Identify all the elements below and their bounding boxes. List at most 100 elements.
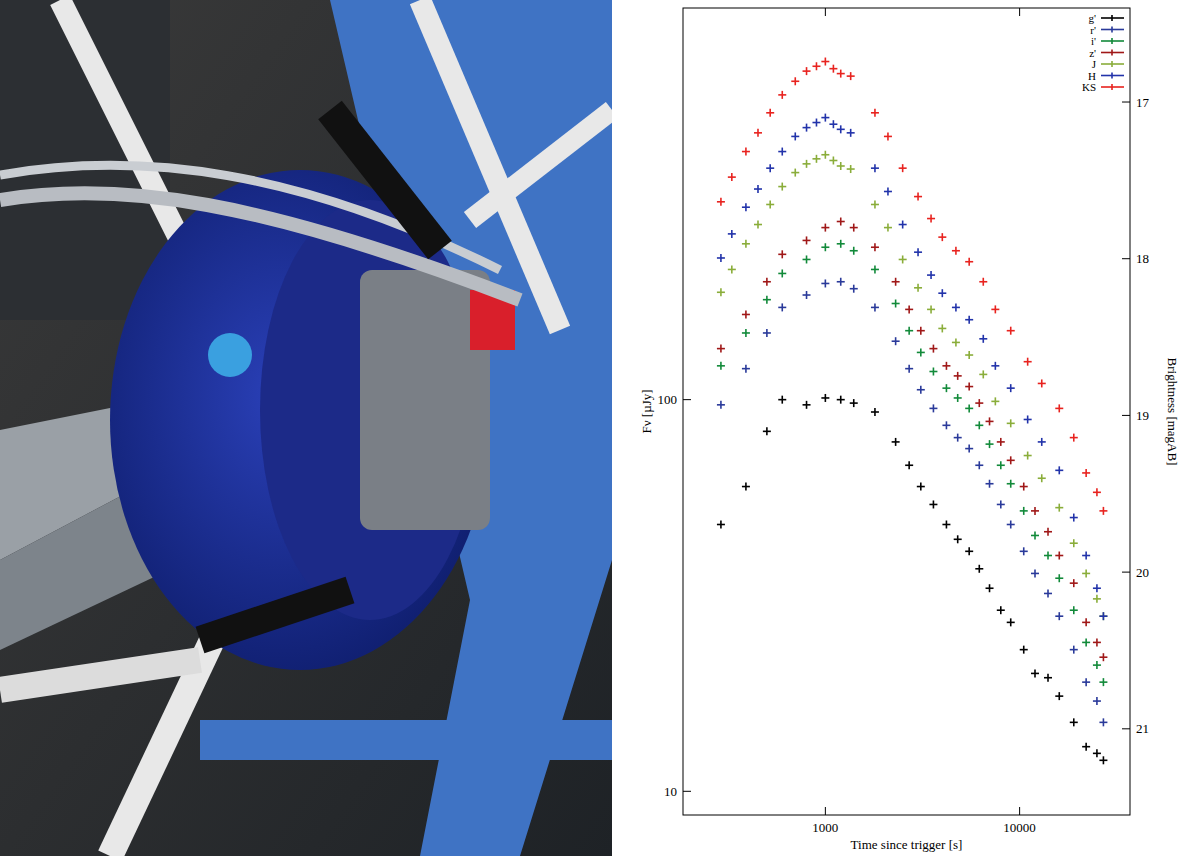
legend-line	[1101, 17, 1124, 19]
marker-part	[778, 254, 786, 256]
data-point	[829, 156, 837, 164]
data-point	[997, 500, 1005, 508]
data-point	[975, 399, 983, 407]
marker-part	[803, 70, 811, 72]
data-point	[954, 394, 962, 402]
data-point	[1099, 507, 1107, 515]
data-point	[821, 224, 829, 232]
marker-part	[946, 521, 948, 529]
marker-part	[905, 330, 913, 332]
marker-part	[821, 61, 829, 63]
data-point	[1044, 589, 1052, 597]
data-point	[965, 316, 973, 324]
marker-part	[1044, 531, 1052, 533]
marker-part	[952, 342, 960, 344]
data-point	[1055, 404, 1063, 412]
marker-part	[991, 365, 999, 367]
marker-part	[887, 132, 889, 140]
marker-part	[1070, 609, 1078, 611]
data-point	[1099, 718, 1107, 726]
marker-part	[794, 169, 796, 177]
marker-part	[1073, 579, 1075, 587]
data-point	[929, 345, 937, 353]
marker-part	[997, 441, 1005, 443]
marker-part	[1099, 615, 1107, 617]
data-point	[986, 584, 994, 592]
marker-part	[720, 198, 722, 206]
data-point	[717, 521, 725, 529]
data-point	[778, 396, 786, 404]
marker-part	[884, 227, 892, 229]
marker-part	[917, 389, 925, 391]
marker-part	[847, 132, 855, 134]
data-point	[717, 401, 725, 409]
data-point	[778, 183, 786, 191]
marker-part	[1099, 722, 1107, 724]
plot-frame	[683, 8, 1130, 815]
marker-part	[942, 387, 950, 389]
data-point	[884, 224, 892, 232]
data-point	[952, 338, 960, 346]
marker-part	[778, 399, 786, 401]
marker-part	[1096, 697, 1098, 705]
marker-part	[942, 324, 944, 332]
marker-part	[850, 165, 852, 173]
marker-part	[1055, 470, 1063, 472]
data-point	[942, 421, 950, 429]
marker-part	[1010, 456, 1012, 464]
marker-part	[1085, 552, 1087, 560]
marker-part	[902, 221, 904, 229]
marker-part	[1000, 606, 1002, 614]
marker-part	[816, 155, 818, 163]
marker-part	[781, 269, 783, 277]
data-point	[803, 236, 811, 244]
data-point	[979, 335, 987, 343]
marker-part	[954, 397, 962, 399]
data-point	[778, 91, 786, 99]
data-point	[954, 535, 962, 543]
series	[717, 114, 1107, 621]
marker-part	[978, 461, 980, 469]
marker-part	[1070, 582, 1078, 584]
data-point	[905, 305, 913, 313]
marker-part	[874, 303, 876, 311]
data-point	[1093, 749, 1101, 757]
marker-part	[1082, 681, 1090, 683]
data-point	[847, 165, 855, 173]
marker-part	[837, 165, 845, 167]
data-point	[938, 233, 946, 241]
marker-part	[946, 384, 948, 392]
marker-part	[917, 352, 925, 354]
marker-part	[1058, 404, 1060, 412]
data-point	[1024, 415, 1032, 423]
marker-part	[1058, 612, 1060, 620]
data-point	[1020, 483, 1028, 491]
data-point	[742, 240, 750, 248]
marker-part	[1070, 722, 1078, 724]
marker-part	[1073, 646, 1075, 654]
marker-part	[840, 240, 842, 248]
data-point	[717, 198, 725, 206]
marker-part	[720, 254, 722, 262]
data-point	[1099, 678, 1107, 686]
marker-part	[874, 164, 876, 172]
marker-part	[929, 371, 937, 373]
data-point	[917, 386, 925, 394]
marker-part	[871, 307, 879, 309]
marker-part	[1073, 606, 1075, 614]
y2-tick-label: 19	[1136, 408, 1149, 423]
marker-part	[986, 587, 994, 589]
data-point	[1055, 612, 1063, 620]
marker-part	[942, 524, 950, 526]
marker-part	[766, 112, 774, 114]
series	[717, 58, 1107, 515]
marker-part	[1023, 507, 1025, 515]
marker-part	[742, 332, 750, 334]
marker-part	[1007, 423, 1015, 425]
marker-part	[874, 243, 876, 251]
data-point	[927, 215, 935, 223]
marker-part	[989, 417, 991, 425]
marker-part	[742, 151, 750, 153]
marker-part	[766, 427, 768, 435]
marker-part	[837, 221, 845, 223]
